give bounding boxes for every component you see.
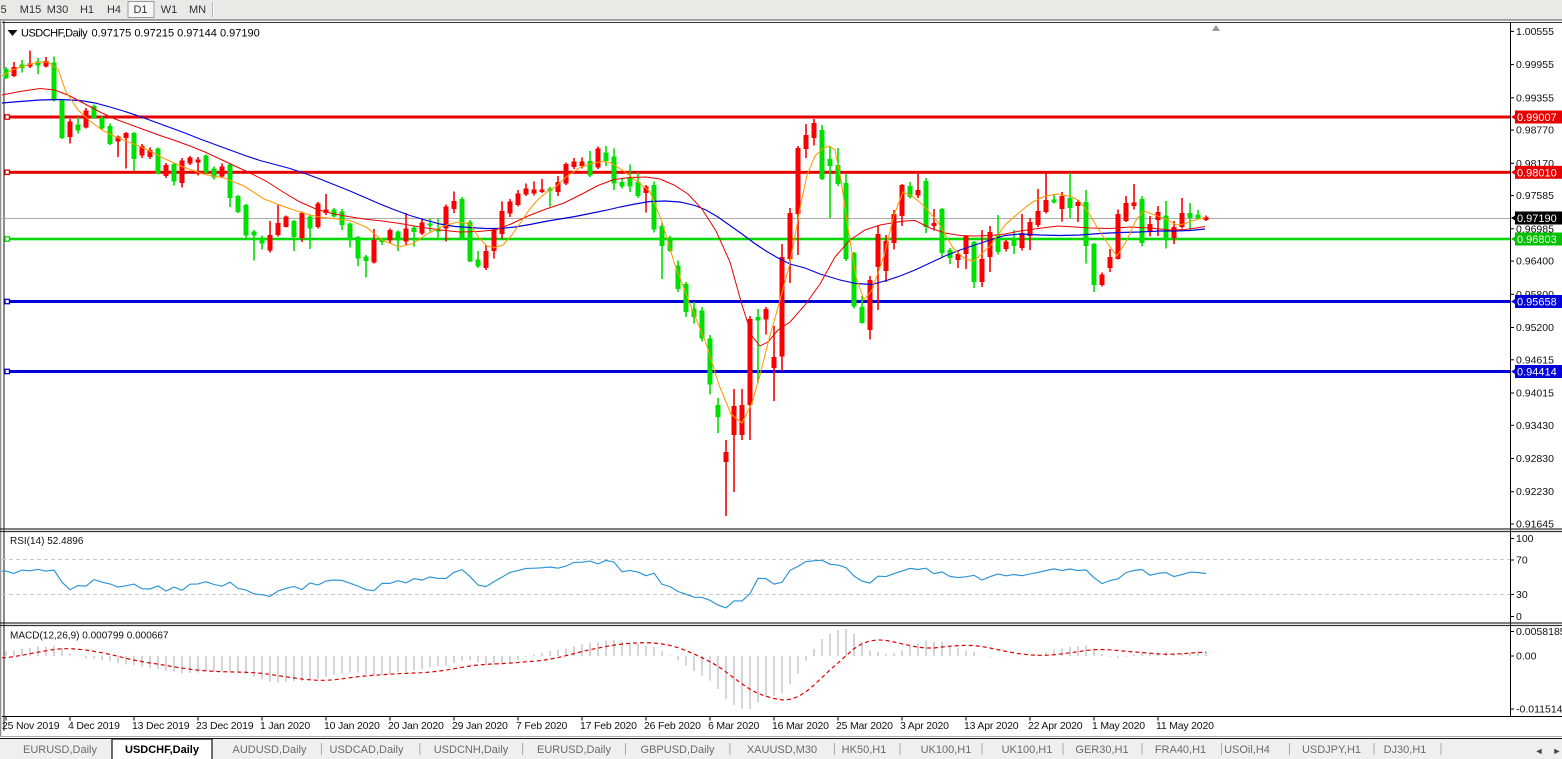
svg-text:0.97585: 0.97585 <box>1516 190 1554 202</box>
svg-text:USDCHF,Daily: USDCHF,Daily <box>21 28 88 40</box>
svg-text:17 Feb 2020: 17 Feb 2020 <box>580 720 637 732</box>
svg-text:25 Nov 2019: 25 Nov 2019 <box>2 720 60 732</box>
svg-text:EURUSD,Daily: EURUSD,Daily <box>23 744 97 756</box>
svg-text:100: 100 <box>1516 533 1534 545</box>
svg-text:0.95658: 0.95658 <box>1517 297 1557 309</box>
svg-text:FRA40,H1: FRA40,H1 <box>1155 744 1206 756</box>
svg-text:RSI(14) 52.4896: RSI(14) 52.4896 <box>10 536 84 547</box>
svg-text:1 Jan 2020: 1 Jan 2020 <box>260 720 310 732</box>
svg-text:0.0058185: 0.0058185 <box>1516 626 1562 638</box>
svg-text:4 Dec 2019: 4 Dec 2019 <box>68 720 120 732</box>
svg-text:16 Mar 2020: 16 Mar 2020 <box>772 720 829 732</box>
svg-text:USDJPY,H1: USDJPY,H1 <box>1302 744 1361 756</box>
svg-text:0.91645: 0.91645 <box>1516 519 1554 531</box>
svg-text:GBPUSD,Daily: GBPUSD,Daily <box>641 744 715 756</box>
svg-text:0.92230: 0.92230 <box>1516 486 1554 498</box>
svg-text:29 Jan 2020: 29 Jan 2020 <box>452 720 508 732</box>
svg-text:0.00: 0.00 <box>1516 651 1537 663</box>
svg-text:0.99355: 0.99355 <box>1516 92 1554 104</box>
svg-text:3 Apr 2020: 3 Apr 2020 <box>900 720 949 732</box>
svg-text:0.96985: 0.96985 <box>1516 223 1554 235</box>
svg-text:0.98010: 0.98010 <box>1517 167 1557 179</box>
svg-text:20 Jan 2020: 20 Jan 2020 <box>388 720 444 732</box>
svg-text:MACD(12,26,9) 0.000799 0.00066: MACD(12,26,9) 0.000799 0.000667 <box>10 631 169 642</box>
svg-text:13 Dec 2019: 13 Dec 2019 <box>132 720 190 732</box>
svg-text:7 Feb 2020: 7 Feb 2020 <box>516 720 567 732</box>
svg-text:0: 0 <box>1516 611 1522 623</box>
svg-text:13 Apr 2020: 13 Apr 2020 <box>964 720 1019 732</box>
svg-text:USOil,H4: USOil,H4 <box>1224 744 1270 756</box>
svg-text:UK100,H1: UK100,H1 <box>921 744 972 756</box>
svg-text:MN: MN <box>189 4 206 16</box>
svg-text:USDCHF,Daily: USDCHF,Daily <box>125 744 200 756</box>
svg-text:0.94615: 0.94615 <box>1516 354 1554 366</box>
svg-text:EURUSD,Daily: EURUSD,Daily <box>537 744 611 756</box>
svg-text:0.99955: 0.99955 <box>1516 59 1554 71</box>
svg-text:6 Mar 2020: 6 Mar 2020 <box>708 720 759 732</box>
svg-text:0.98770: 0.98770 <box>1516 125 1554 137</box>
svg-text:1 May 2020: 1 May 2020 <box>1092 720 1145 732</box>
svg-text:DJ30,H1: DJ30,H1 <box>1384 744 1427 756</box>
svg-text:H1: H1 <box>80 4 94 16</box>
svg-text:USDCNH,Daily: USDCNH,Daily <box>434 744 509 756</box>
svg-text:M30: M30 <box>47 4 68 16</box>
svg-text:25 Mar 2020: 25 Mar 2020 <box>836 720 893 732</box>
svg-text:0.94414: 0.94414 <box>1517 367 1557 379</box>
svg-text:0.97190: 0.97190 <box>1517 213 1557 225</box>
svg-text:◄: ◄ <box>1535 746 1544 756</box>
svg-text:22 Apr 2020: 22 Apr 2020 <box>1028 720 1083 732</box>
svg-text:26 Feb 2020: 26 Feb 2020 <box>644 720 701 732</box>
svg-text:USDCAD,Daily: USDCAD,Daily <box>330 744 404 756</box>
svg-text:GER30,H1: GER30,H1 <box>1075 744 1128 756</box>
svg-text:1.00555: 1.00555 <box>1516 26 1554 38</box>
svg-text:0.95200: 0.95200 <box>1516 322 1554 334</box>
svg-text:D1: D1 <box>133 4 147 16</box>
svg-text:0.96400: 0.96400 <box>1516 256 1554 268</box>
svg-text:0.93430: 0.93430 <box>1516 420 1554 432</box>
svg-text:0.94015: 0.94015 <box>1516 388 1554 400</box>
svg-text:UK100,H1: UK100,H1 <box>1002 744 1053 756</box>
svg-text:-0.0115141: -0.0115141 <box>1516 704 1562 716</box>
svg-text:0.96803: 0.96803 <box>1517 234 1557 246</box>
svg-text:M5: M5 <box>0 4 7 16</box>
svg-text:AUDUSD,Daily: AUDUSD,Daily <box>233 744 307 756</box>
svg-text:30: 30 <box>1516 589 1528 601</box>
svg-text:H4: H4 <box>107 4 121 16</box>
svg-text:0.99007: 0.99007 <box>1517 112 1557 124</box>
svg-text:HK50,H1: HK50,H1 <box>842 744 887 756</box>
svg-text:10 Jan 2020: 10 Jan 2020 <box>324 720 380 732</box>
svg-text:23 Dec 2019: 23 Dec 2019 <box>196 720 254 732</box>
svg-text:►: ► <box>1553 746 1562 756</box>
svg-text:XAUUSD,M30: XAUUSD,M30 <box>747 744 817 756</box>
svg-text:0.92830: 0.92830 <box>1516 453 1554 465</box>
svg-text:0.97175 0.97215 0.97144 0.9719: 0.97175 0.97215 0.97144 0.97190 <box>92 28 260 40</box>
svg-text:11 May 2020: 11 May 2020 <box>1156 720 1214 732</box>
svg-text:70: 70 <box>1516 555 1528 567</box>
svg-text:W1: W1 <box>161 4 178 16</box>
svg-text:M15: M15 <box>20 4 41 16</box>
